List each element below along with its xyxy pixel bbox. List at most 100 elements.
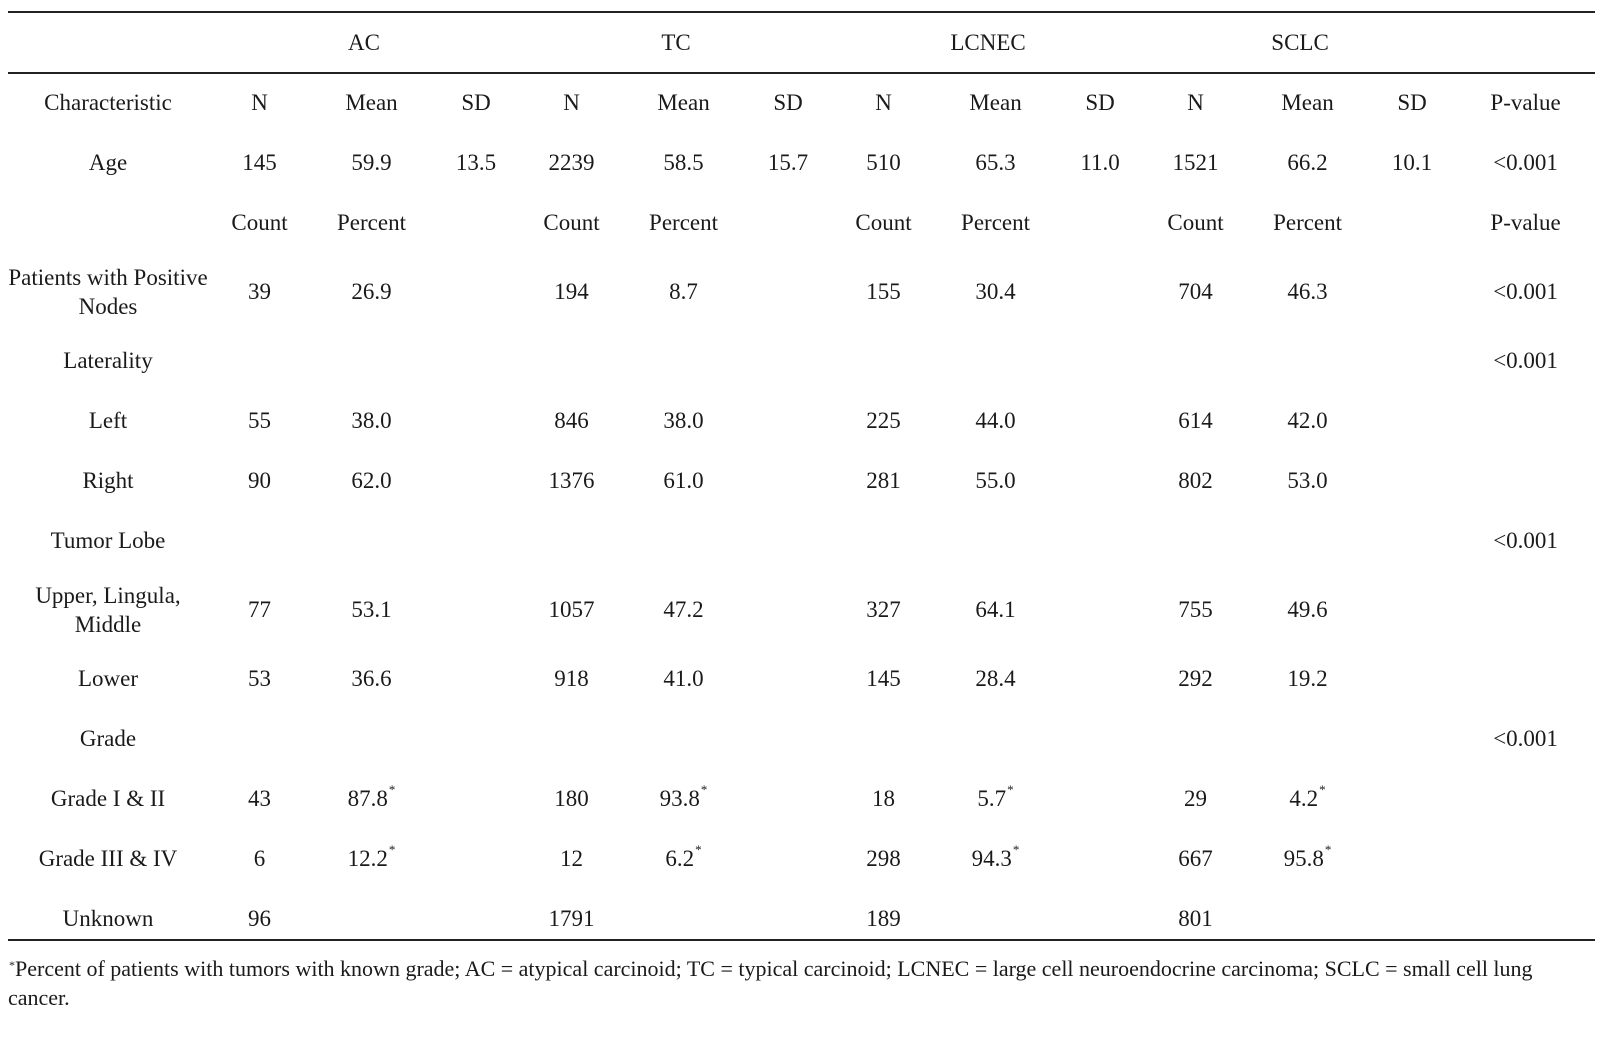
table-cell xyxy=(520,331,623,391)
cell-value: 1376 xyxy=(548,468,595,493)
cell-value: <0.001 xyxy=(1493,528,1558,553)
cell-value: 38.0 xyxy=(351,408,392,433)
cell-value: 93.8 xyxy=(659,786,700,811)
cell-value: 19.2 xyxy=(1287,666,1328,691)
table-cell: 77 xyxy=(208,571,311,649)
table-cell: 145 xyxy=(832,649,935,709)
cell-value: 30.4 xyxy=(975,279,1016,304)
table-cell: 327 xyxy=(832,571,935,649)
row-label: Tumor Lobe xyxy=(50,528,166,553)
table-cell xyxy=(1247,709,1368,769)
cell-value: 94.3 xyxy=(971,846,1012,871)
table-cell xyxy=(520,511,623,571)
count-percent-header-row: Count Percent Count Percent Count Percent Coun… xyxy=(8,193,1595,253)
cell-value: 194 xyxy=(554,279,589,304)
table-cell: 19.2 xyxy=(1247,649,1368,709)
table-cell xyxy=(1056,511,1144,571)
footnote-ref: * xyxy=(1012,842,1020,857)
cell-value: 43 xyxy=(248,786,271,811)
table-cell: 38.0 xyxy=(311,391,432,451)
table-cell: <0.001 xyxy=(1456,253,1595,331)
table-cell: 1376 xyxy=(520,451,623,511)
cell-value: <0.001 xyxy=(1493,726,1558,751)
cell-value: 12 xyxy=(560,846,584,871)
cell-value: 802 xyxy=(1178,468,1213,493)
table-cell: Mean xyxy=(1281,90,1334,115)
cell-value: 55.0 xyxy=(975,468,1016,493)
table-cell: N xyxy=(875,90,892,115)
cell-value: 755 xyxy=(1178,597,1213,622)
group-header-spacer xyxy=(1456,12,1595,73)
footnote-ref: * xyxy=(388,842,396,857)
table-cell xyxy=(1456,889,1595,949)
table-cell: SD xyxy=(1397,90,1427,115)
table-cell xyxy=(432,391,520,451)
table-cell: 49.6 xyxy=(1247,571,1368,649)
table-cell xyxy=(623,709,744,769)
table-row: Lower 53 36.6 918 41.0 145 28.4 292 19.2 xyxy=(8,649,1595,709)
footnote-marker: * xyxy=(9,958,15,972)
table-cell xyxy=(1456,649,1595,709)
row-label: Right xyxy=(82,468,134,493)
table-cell: 29 xyxy=(1144,769,1247,829)
table-cell: 61.0 xyxy=(623,451,744,511)
table-row: Unknown 96 1791 189 801 xyxy=(8,889,1595,949)
table-cell: 802 xyxy=(1144,451,1247,511)
table-cell: 65.3 xyxy=(975,150,1016,175)
table-cell: 194 xyxy=(520,253,623,331)
table-cell: 1057 xyxy=(520,571,623,649)
table-cell xyxy=(832,709,935,769)
cell-value: 38.0 xyxy=(663,408,704,433)
table-cell xyxy=(311,511,432,571)
table-cell: 96 xyxy=(208,889,311,949)
table-cell xyxy=(1368,511,1456,571)
table-cell xyxy=(744,649,832,709)
table-cell xyxy=(1456,829,1595,889)
table-cell: Count xyxy=(543,210,600,235)
cell-value: 42.0 xyxy=(1287,408,1328,433)
table-cell: SD xyxy=(461,90,491,115)
cell-value: 614 xyxy=(1178,408,1213,433)
table-cell xyxy=(1144,511,1247,571)
group-header-sclc: SCLC xyxy=(1271,29,1329,55)
table-cell: 58.5 xyxy=(663,150,704,175)
table-cell xyxy=(744,571,832,649)
table-cell xyxy=(744,709,832,769)
cell-value: 189 xyxy=(866,906,901,931)
table-cell xyxy=(432,769,520,829)
table-cell: 155 xyxy=(832,253,935,331)
table-cell xyxy=(1456,571,1595,649)
table-cell: 62.0 xyxy=(311,451,432,511)
cell-value: 918 xyxy=(554,666,589,691)
table-cell: 667 xyxy=(1144,829,1247,889)
cell-value: 53 xyxy=(248,666,271,691)
table-cell xyxy=(1056,391,1144,451)
table-cell: 6.2* xyxy=(623,829,744,889)
group-header-spacer xyxy=(8,12,208,73)
table-cell: 4.2* xyxy=(1247,769,1368,829)
table-cell: 87.8* xyxy=(311,769,432,829)
table-cell: 66.2 xyxy=(1287,150,1328,175)
table-cell xyxy=(432,193,520,253)
row-label: Lower xyxy=(77,666,139,691)
cell-value: 327 xyxy=(866,597,901,622)
table-cell: Percent xyxy=(337,210,406,235)
table-cell: Characteristic xyxy=(44,90,172,115)
table-cell: 26.9 xyxy=(311,253,432,331)
table-cell: 145 xyxy=(242,150,277,175)
table-cell: 13.5 xyxy=(455,150,497,175)
table-cell: <0.001 xyxy=(1456,709,1595,769)
table-cell: 28.4 xyxy=(935,649,1056,709)
table-cell xyxy=(520,709,623,769)
table-row: Right 90 62.0 1376 61.0 281 55.0 802 53.0 xyxy=(8,451,1595,511)
table-cell: 53.0 xyxy=(1247,451,1368,511)
table-cell: 1791 xyxy=(520,889,623,949)
table-cell: 2239 xyxy=(548,150,595,175)
table-cell xyxy=(1368,193,1456,253)
table-cell: 225 xyxy=(832,391,935,451)
cell-value: 61.0 xyxy=(663,468,704,493)
table-cell: Mean xyxy=(969,90,1022,115)
table-cell: Percent xyxy=(961,210,1031,235)
table-cell xyxy=(1247,511,1368,571)
